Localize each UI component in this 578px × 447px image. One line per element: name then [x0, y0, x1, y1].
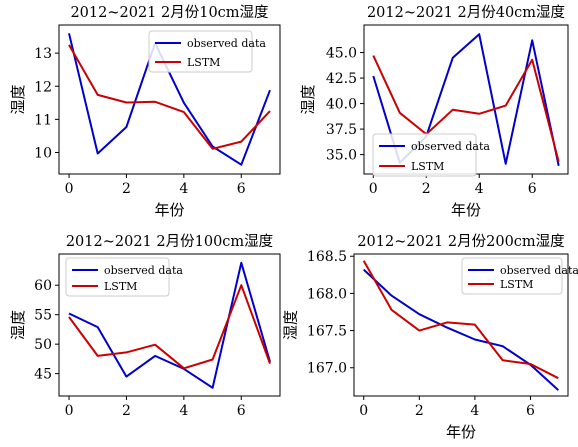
legend: observed data LSTM	[148, 30, 266, 73]
chart-title: 2012~2021 2月份10cm湿度	[70, 4, 268, 21]
x-tick-label: 6	[528, 181, 537, 197]
chart-title: 2012~2021 2月份200cm湿度	[357, 233, 564, 250]
series-line-observed	[68, 33, 271, 166]
y-tick-label: 45.0	[326, 46, 357, 62]
x-axis-label: 年份	[446, 423, 476, 441]
y-tick-label: 45	[34, 367, 52, 383]
x-tick-label: 4	[475, 181, 484, 197]
legend-label: LSTM	[104, 280, 137, 293]
series-line-lstm	[372, 55, 560, 163]
y-tick-label: 13	[34, 46, 52, 62]
x-tick-label: 4	[179, 181, 188, 197]
chart-panel-2: 2012~2021 2月份40cm湿度 0 2 4 6 35.0 37.5 40.0 42.5 4…	[299, 4, 569, 219]
y-tick-label: 167.5	[307, 324, 347, 340]
series-line-lstm	[68, 284, 271, 370]
x-tick-label: 6	[526, 403, 535, 419]
x-tick-label: 0	[65, 403, 74, 419]
series-line-observed	[68, 261, 271, 389]
y-tick-label: 60	[34, 278, 52, 294]
chart-panel-1: 2012~2021 2月份10cm湿度 0 2 4 6 10 11 12 13 年份 湿度 obser…	[9, 4, 281, 219]
x-tick-label: 6	[237, 181, 246, 197]
y-tick-label: 50	[34, 337, 52, 353]
chart-panel-4: 2012~2021 2月份200cm湿度 0 2 4 6 167.0 167.5 168.0 1…	[282, 233, 578, 441]
y-tick-label: 42.5	[326, 71, 357, 87]
y-tick-label: 55	[34, 308, 52, 324]
y-tick-label: 168.0	[307, 286, 347, 302]
x-tick-label: 4	[470, 403, 479, 419]
x-tick-label: 0	[65, 181, 74, 197]
x-tick-label: 4	[179, 403, 188, 419]
y-tick-label: 35.0	[326, 148, 357, 164]
series-line-lstm	[68, 44, 271, 150]
x-tick-label: 0	[369, 181, 378, 197]
x-tick-label: 2	[122, 403, 131, 419]
x-tick-label: 2	[415, 403, 424, 419]
legend-label: LSTM	[500, 278, 533, 291]
plot-frame	[353, 253, 569, 397]
legend-label: observed data	[411, 140, 490, 153]
legend-label: observed data	[104, 264, 183, 277]
series-line-observed	[363, 268, 559, 391]
y-tick-label: 11	[34, 112, 52, 128]
legend-label: observed data	[500, 264, 578, 277]
x-axis-label: 年份	[154, 201, 184, 219]
legend-label: LSTM	[187, 56, 220, 69]
y-tick-label: 167.0	[307, 361, 347, 377]
x-axis-label: 年份	[451, 201, 481, 219]
y-axis-label: 湿度	[9, 310, 27, 340]
y-tick-label: 12	[34, 79, 52, 95]
plot-frame	[58, 253, 281, 397]
legend-label: LSTM	[411, 160, 444, 173]
legend-label: observed data	[187, 37, 266, 50]
legend: observed data LSTM	[372, 133, 490, 177]
y-tick-label: 168.5	[307, 249, 347, 265]
chart-title: 2012~2021 2月份100cm湿度	[66, 233, 273, 250]
y-tick-label: 40.0	[326, 97, 357, 113]
x-tick-label: 0	[359, 403, 368, 419]
series-line-lstm	[362, 260, 559, 380]
chart-title: 2012~2021 2月份40cm湿度	[367, 4, 565, 21]
y-axis-label: 湿度	[9, 84, 27, 114]
x-tick-label: 2	[122, 181, 131, 197]
chart-panel-3: 2012~2021 2月份100cm湿度 0 2 4 6 45 50 55 60 湿度 observ…	[9, 233, 281, 419]
y-tick-label: 10	[34, 145, 52, 161]
y-tick-label: 37.5	[326, 122, 357, 138]
y-axis-label: 湿度	[299, 84, 317, 114]
y-axis-label: 湿度	[282, 310, 300, 340]
x-tick-label: 2	[422, 181, 431, 197]
legend: observed data LSTM	[65, 257, 183, 297]
x-tick-label: 6	[237, 403, 246, 419]
plot-frame	[58, 24, 281, 175]
